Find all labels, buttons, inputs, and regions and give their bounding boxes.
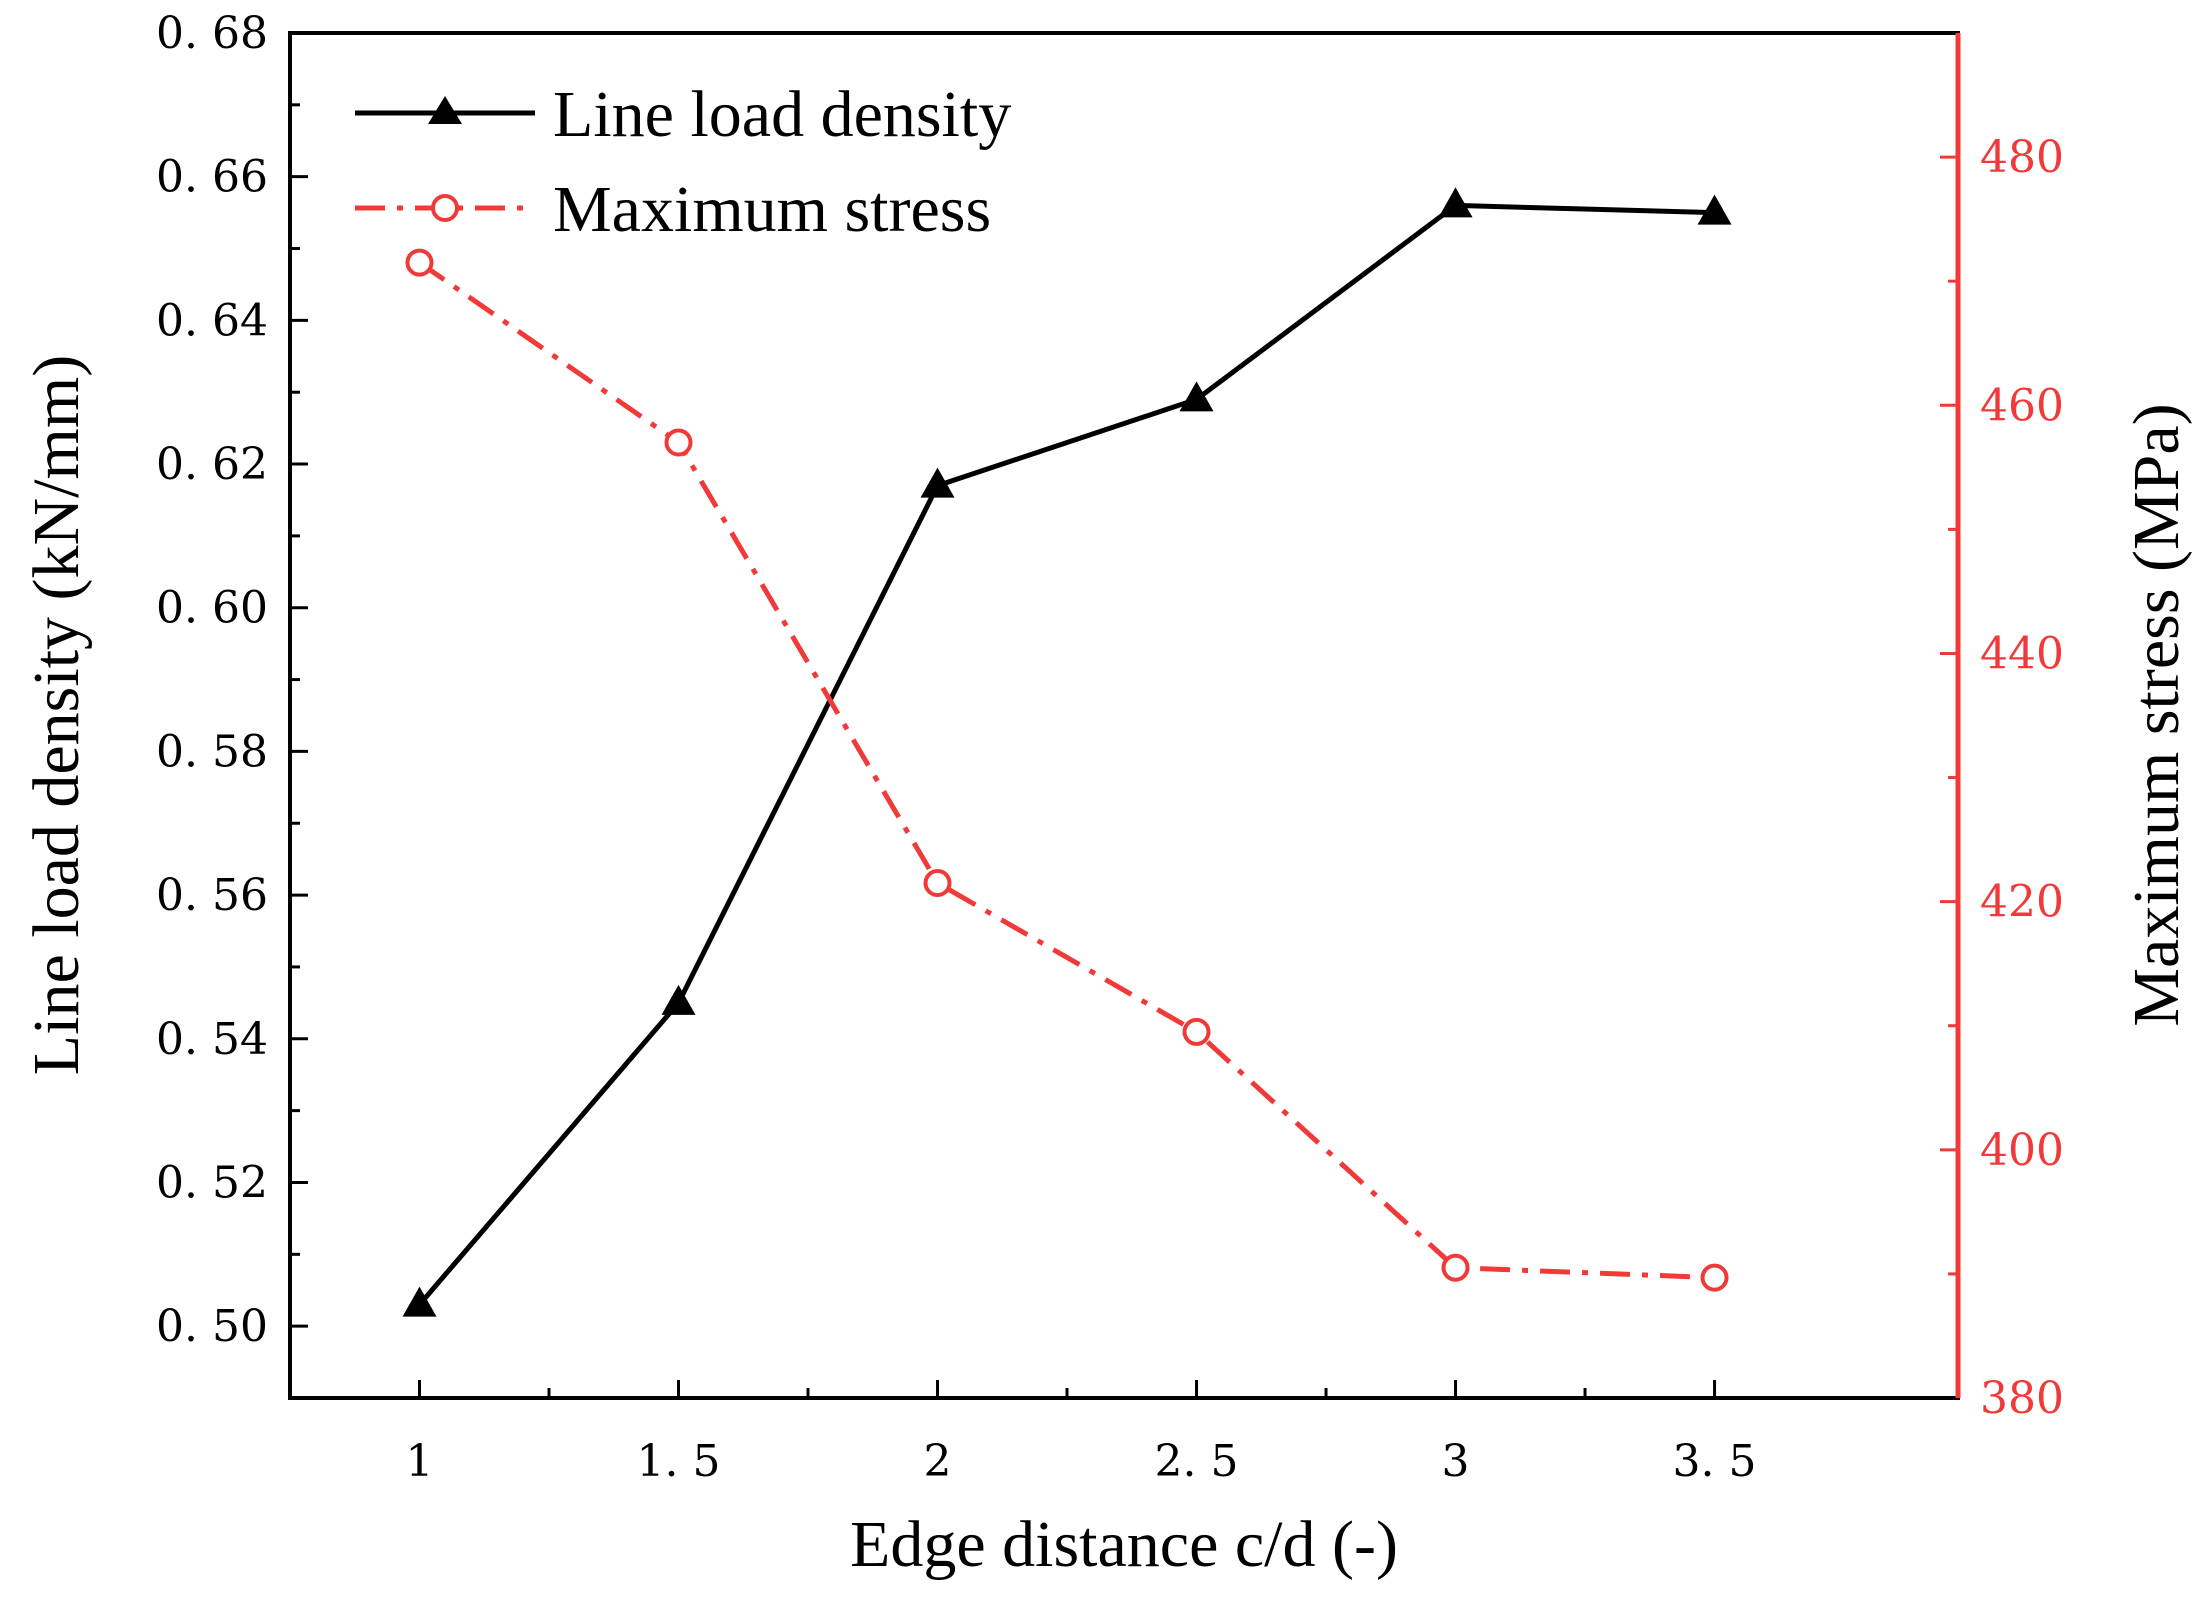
maximum-stress-point: [664, 428, 693, 457]
series-layer: [402, 187, 1732, 1317]
x-tick-label: 3. 5: [1673, 1436, 1757, 1487]
line-load-density-point: [402, 1286, 437, 1317]
line-load-density-point: [661, 984, 696, 1015]
y-left-tick-label: 0. 62: [156, 439, 268, 490]
y-left-tick-label: 0. 56: [156, 870, 268, 921]
x-tick-label: 1. 5: [637, 1436, 721, 1487]
legend-maximum-stress-label: Maximum stress: [553, 173, 991, 246]
y-right-tick-label: 380: [1980, 1373, 2064, 1424]
maximum-stress-point: [1700, 1263, 1729, 1292]
y-left-tick-label: 0. 60: [156, 583, 268, 634]
x-tick-label: 2. 5: [1155, 1436, 1239, 1487]
line-load-density-point: [1438, 187, 1473, 218]
legend-triangle-marker: [428, 96, 462, 124]
y-right-tick-label: 420: [1980, 877, 2064, 928]
maximum-stress-point: [405, 248, 434, 277]
legend-open-circle-marker: [431, 194, 459, 222]
line-load-density-point: [1697, 194, 1732, 225]
y-right-tick-label: 480: [1980, 132, 2064, 183]
x-tick-label: 3: [1442, 1436, 1470, 1487]
plot-frame: [288, 31, 1960, 1400]
maximum-stress-line: [418, 260, 1715, 1281]
x-axis-title: Edge distance c/d (-): [850, 1508, 1398, 1581]
y-left-tick-label: 0. 66: [156, 152, 268, 203]
x-tick-label: 2: [924, 1436, 952, 1487]
maximum-stress-point: [923, 869, 952, 898]
line-load-density-point: [1179, 381, 1214, 412]
legend-line-load-density-label: Line load density: [553, 78, 1011, 151]
legend: Line load density Maximum stress: [355, 78, 1011, 246]
y-right-tick-label: 440: [1980, 628, 2064, 679]
y-right-tick-label: 460: [1980, 380, 2064, 431]
y-left-tick-label: 0. 50: [156, 1301, 268, 1352]
y-left-tick-label: 0. 58: [156, 726, 268, 777]
y-right-tick-label: 400: [1980, 1125, 2064, 1176]
y-left-axis-title: Line load density (kN/mm): [20, 355, 93, 1075]
y-left-tick-label: 0. 54: [156, 1014, 268, 1065]
ticks-layer: 1 1. 5 2 2. 5 3 3. 5 0. 50 0. 52 0. 54 0. 56 0. 58…: [156, 8, 2064, 1487]
x-tick-label: 1: [406, 1436, 434, 1487]
line-load-density-line: [417, 202, 1715, 1307]
y-right-axis-title: Maximum stress (MPa): [2120, 403, 2193, 1026]
maximum-stress-point: [1182, 1017, 1211, 1046]
y-left-tick-label: 0. 68: [156, 8, 268, 59]
y-left-tick-label: 0. 52: [156, 1157, 268, 1208]
line-load-density-point: [920, 467, 955, 498]
maximum-stress-point: [1441, 1253, 1470, 1282]
y-left-tick-label: 0. 64: [156, 295, 268, 346]
